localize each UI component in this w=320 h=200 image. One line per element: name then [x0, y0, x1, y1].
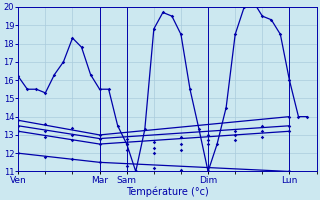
X-axis label: Température (°c): Température (°c) [126, 186, 209, 197]
